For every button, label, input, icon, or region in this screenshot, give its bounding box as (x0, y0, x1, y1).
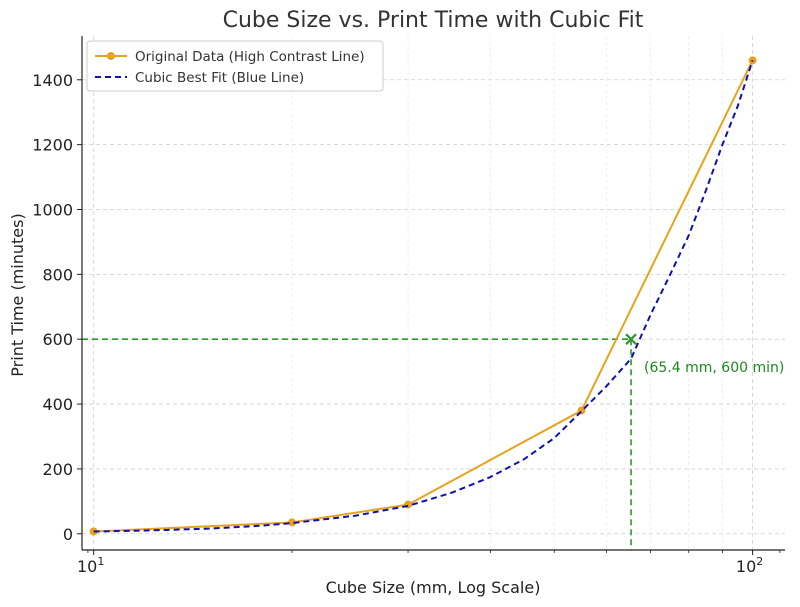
data-point (288, 518, 297, 527)
chart-title: Cube Size vs. Print Time with Cubic Fit (223, 8, 644, 33)
annotation-x-marker (625, 333, 637, 345)
series-layer (89, 56, 757, 536)
y-tick-label: 1000 (32, 200, 73, 219)
legend: Original Data (High Contrast Line) Cubic… (86, 40, 384, 92)
y-tick-label: 800 (42, 265, 73, 284)
x-axis-label: Cube Size (mm, Log Scale) (326, 578, 541, 597)
annotation-x-stroke (625, 333, 637, 345)
y-tick-label: 0 (63, 525, 73, 544)
ticks: 0 200 400 600 800 1000 1200 1400 101 102 (32, 71, 781, 576)
series-line-cubic-fit (93, 60, 754, 533)
y-tick-label: 1200 (32, 136, 73, 155)
x-tick-label: 102 (736, 555, 763, 576)
legend-marker-original (107, 52, 115, 60)
y-tick-label: 200 (42, 460, 73, 479)
x-tick-label: 101 (77, 555, 104, 576)
legend-box (86, 40, 384, 92)
y-tick-label: 1400 (32, 71, 73, 90)
axes (81, 36, 785, 551)
annotation: (65.4 mm, 600 min) (625, 333, 784, 376)
grid-lines (82, 36, 785, 550)
series-line-original (93, 59, 754, 533)
legend-label-fit: Cubic Best Fit (Blue Line) (135, 70, 304, 86)
legend-label-original: Original Data (High Contrast Line) (135, 49, 365, 65)
y-tick-label: 400 (42, 395, 73, 414)
annotation-guides (82, 338, 632, 550)
annotation-label: (65.4 mm, 600 min) (644, 360, 784, 376)
y-axis-label: Print Time (minutes) (8, 213, 27, 376)
y-tick-label: 600 (42, 330, 73, 349)
